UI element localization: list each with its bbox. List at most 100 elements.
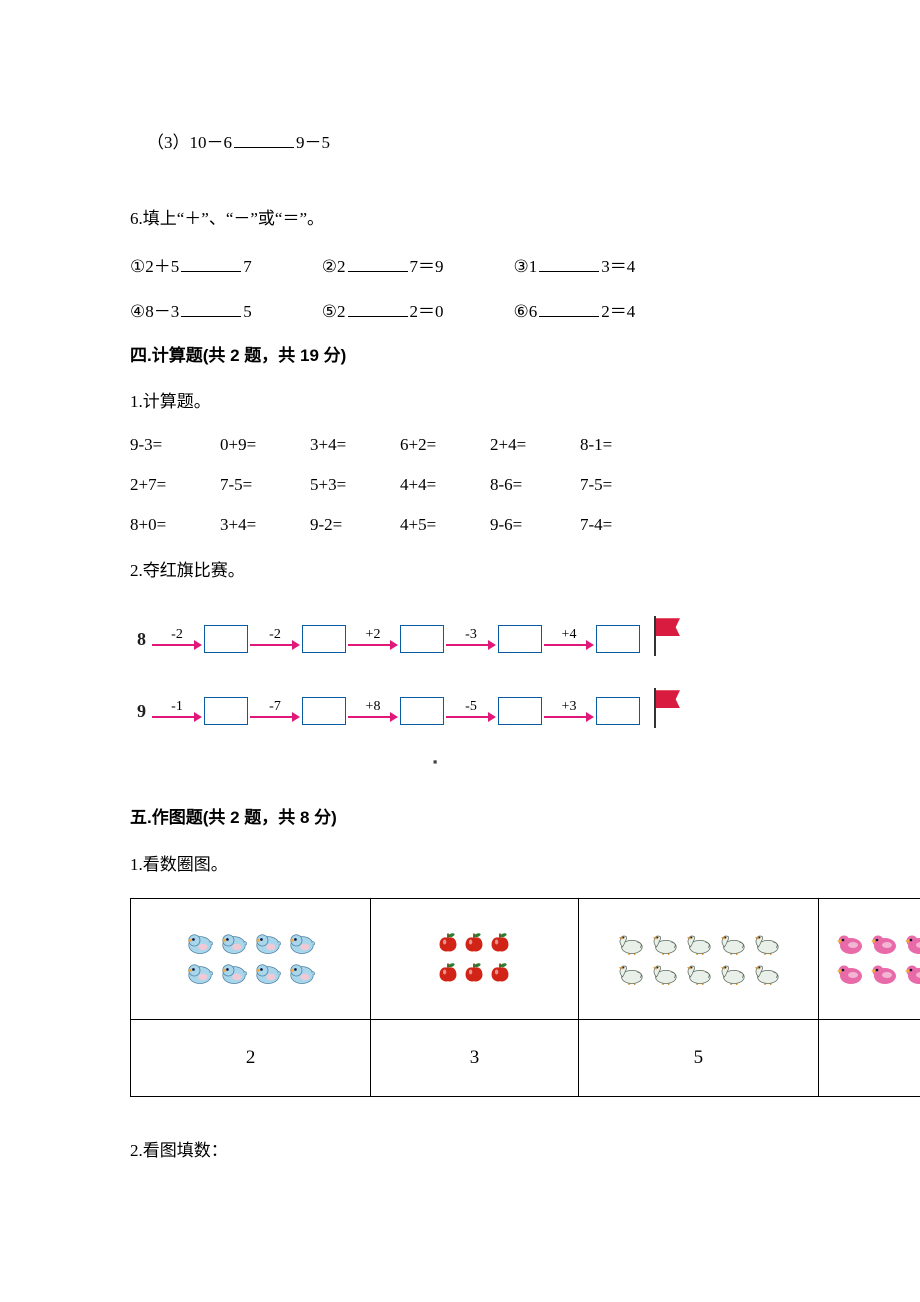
race-step: +3 — [544, 700, 594, 722]
bluebird-icon — [287, 961, 317, 987]
q6-row2: ④8－35 ⑤22＝0 ⑥62＝4 — [130, 297, 920, 322]
calc-cell: 9-2= — [310, 515, 400, 535]
q6-blank-2[interactable] — [348, 257, 408, 272]
arrow-icon — [544, 712, 594, 722]
goose-icon — [717, 961, 747, 987]
icon-grid — [825, 931, 920, 987]
bluebird-icon — [185, 931, 215, 957]
q5-3: （3）10－69－5 — [130, 100, 920, 187]
race-step: -5 — [446, 700, 496, 722]
calc-cell: 8+0= — [130, 515, 220, 535]
goose-icon — [751, 931, 781, 957]
flag-icon — [650, 616, 684, 656]
race-answer-box[interactable] — [400, 625, 444, 653]
pinkbird-icon — [869, 961, 899, 987]
circle-picture-table: 235 — [130, 898, 920, 1097]
goose-icon — [717, 931, 747, 957]
arrow-icon — [152, 712, 202, 722]
race-step: -2 — [250, 628, 300, 650]
pinkbird-icon — [869, 931, 899, 957]
goose-icon — [683, 931, 713, 957]
bluebird-icon — [253, 931, 283, 957]
race-answer-box[interactable] — [400, 697, 444, 725]
race-answer-box[interactable] — [596, 625, 640, 653]
apple-icon — [489, 961, 511, 987]
calc-cell: 9-3= — [130, 435, 220, 455]
arrow-icon — [250, 712, 300, 722]
race-start-number: 8 — [130, 629, 146, 650]
goose-icon — [683, 961, 713, 985]
center-marker: ▪ — [130, 754, 740, 770]
race-answer-box[interactable] — [204, 625, 248, 653]
bluebird-icon — [185, 931, 215, 955]
sec4-q1-title: 1.计算题。 — [130, 388, 920, 417]
calc-cell: 8-1= — [580, 435, 670, 455]
calc-cell: 4+5= — [400, 515, 490, 535]
goose-icon — [649, 961, 679, 985]
picture-cell[interactable] — [818, 899, 920, 1020]
goose-icon — [683, 961, 713, 987]
race-answer-box[interactable] — [302, 625, 346, 653]
race-row: 9-1-7+8-5+3 — [130, 688, 920, 734]
goose-icon — [649, 931, 679, 955]
sec5-q2-title: 2.看图填数： — [130, 1137, 920, 1166]
picture-cell[interactable] — [578, 899, 818, 1020]
apple-icon — [437, 961, 459, 987]
pinkbird-icon — [835, 961, 865, 987]
picture-cell[interactable] — [131, 899, 371, 1020]
race-answer-box[interactable] — [302, 697, 346, 725]
apple-icon — [463, 961, 485, 983]
calc-cell: 7-5= — [220, 475, 310, 495]
race-answer-box[interactable] — [596, 697, 640, 725]
race-step: -1 — [152, 700, 202, 722]
calc-cell: 6+2= — [400, 435, 490, 455]
race-step: +4 — [544, 628, 594, 650]
count-number-cell: 5 — [578, 1020, 818, 1097]
picture-cell[interactable] — [371, 899, 578, 1020]
q6-blank-4[interactable] — [181, 302, 241, 317]
q6-item-4: ④8－35 — [130, 297, 252, 322]
calc-cell: 9-6= — [490, 515, 580, 535]
race-answer-box[interactable] — [204, 697, 248, 725]
calc-cell: 2+4= — [490, 435, 580, 455]
calc-cell: 8-6= — [490, 475, 580, 495]
goose-icon — [615, 961, 645, 987]
q6-title: 6.填上“＋”、“－”或“＝”。 — [130, 205, 920, 234]
calc-cell: 7-5= — [580, 475, 670, 495]
calc-cell: 5+3= — [310, 475, 400, 495]
count-number-cell: 3 — [371, 1020, 578, 1097]
worksheet-page: （3）10－69－5 6.填上“＋”、“－”或“＝”。 ①2＋57 ②27＝9 … — [0, 0, 920, 1244]
pinkbird-icon — [835, 931, 865, 957]
calc-cell: 2+7= — [130, 475, 220, 495]
race-row: 8-2-2+2-3+4 — [130, 616, 920, 662]
count-number-cell: 2 — [131, 1020, 371, 1097]
bluebird-icon — [219, 961, 249, 987]
bluebird-icon — [219, 931, 249, 957]
q6-blank-6[interactable] — [539, 302, 599, 317]
section4-heading: 四.计算题(共 2 题，共 19 分) — [130, 342, 920, 371]
bluebird-icon — [253, 961, 283, 985]
calc-cell: 4+4= — [400, 475, 490, 495]
calc-cell: 0+9= — [220, 435, 310, 455]
q5-3-blank[interactable] — [234, 133, 294, 148]
race-answer-box[interactable] — [498, 625, 542, 653]
q6-item-3: ③13＝4 — [514, 252, 636, 277]
q6-blank-1[interactable] — [181, 257, 241, 272]
q6-item-1: ①2＋57 — [130, 252, 252, 277]
q5-3-right: 9－5 — [296, 133, 330, 152]
q6-blank-5[interactable] — [348, 302, 408, 317]
apple-icon — [463, 931, 485, 953]
sec5-q1-title: 1.看数圈图。 — [130, 851, 920, 880]
q6-item-6: ⑥62＝4 — [514, 297, 636, 322]
q6-blank-3[interactable] — [539, 257, 599, 272]
pinkbird-icon — [903, 961, 920, 987]
icon-grid — [137, 931, 364, 987]
race-step: -7 — [250, 700, 300, 722]
bluebird-icon — [185, 961, 215, 985]
goose-icon — [615, 931, 645, 955]
q6-item-5: ⑤22＝0 — [322, 297, 444, 322]
arrow-icon — [544, 640, 594, 650]
race-answer-box[interactable] — [498, 697, 542, 725]
pinkbird-icon — [903, 961, 920, 987]
bluebird-icon — [185, 961, 215, 987]
